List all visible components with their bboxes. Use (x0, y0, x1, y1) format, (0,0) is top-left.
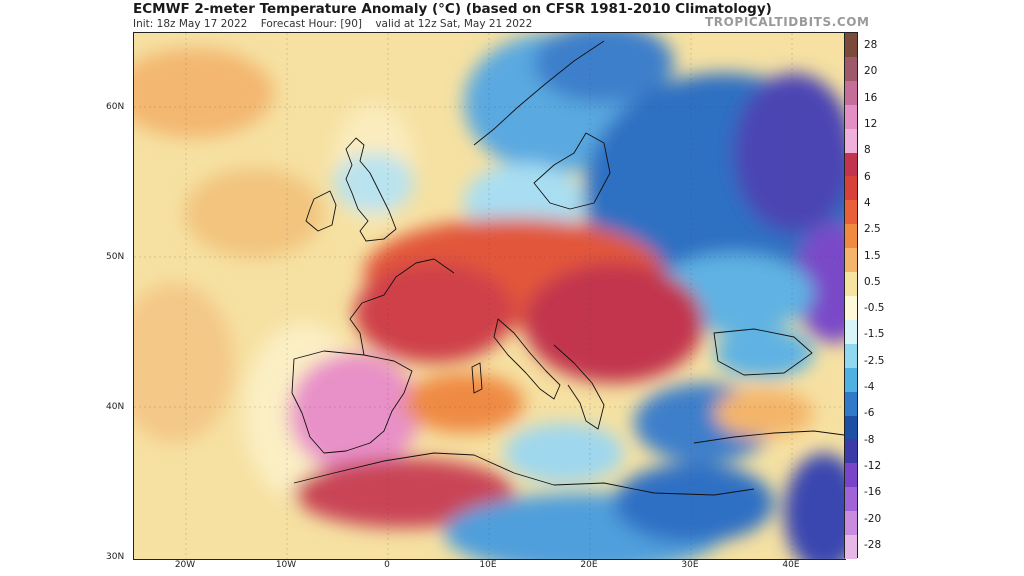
lon-label-10e: 10E (479, 560, 497, 570)
colorbar-label: -16 (864, 486, 882, 499)
colorbar-label: -1.5 (864, 328, 885, 341)
mediterranean-orange-region (404, 373, 524, 433)
lat-label-30n: 30N (106, 552, 125, 562)
lon-label-40e: 40E (782, 560, 800, 570)
colorbar-segment (845, 272, 857, 297)
init-time: Init: 18z May 17 2022 (133, 18, 248, 30)
lat-label-60n: 60N (106, 102, 125, 112)
colorbar-segment (845, 80, 857, 106)
forecast-hour: Forecast Hour: [90] (260, 18, 362, 30)
lon-label-30e: 30E (681, 560, 699, 570)
colorbar-label: 28 (864, 39, 878, 51)
colorbar-label: -0.5 (864, 302, 885, 315)
lon-label-0: 0 (384, 560, 390, 570)
colorbar-label: -12 (864, 460, 882, 473)
map-title: ECMWF 2-meter Temperature Anomaly (°C) (… (133, 1, 772, 17)
title-block: ECMWF 2-meter Temperature Anomaly (°C) (… (133, 1, 772, 31)
colorbar-segment (845, 439, 857, 464)
balkans-hot-region (524, 263, 704, 383)
colorbar-segment (845, 33, 857, 58)
colorbar-segment (845, 367, 857, 393)
graticule (134, 33, 845, 559)
russia-very-cold-region (794, 223, 845, 343)
colorbar-segment (845, 128, 857, 154)
colorbar-label: 4 (864, 196, 871, 209)
turkey-warm-region (714, 388, 814, 438)
russia-very-cold-region (734, 73, 845, 233)
colorbar-label: -8 (864, 433, 875, 446)
colorbar-segment (845, 487, 857, 512)
france-hot-region (354, 263, 514, 363)
colorbar-label: 0.5 (864, 275, 881, 288)
colorbar-segment (845, 224, 857, 249)
iberia-extreme-region (289, 353, 419, 473)
uk-cool-region (334, 153, 414, 213)
black-sea-cool-region (714, 328, 814, 378)
colorbar-label: -4 (864, 381, 875, 394)
lat-label-40n: 40N (106, 402, 125, 412)
colorbar-label: 20 (864, 65, 878, 78)
colorbar-label: 16 (864, 91, 878, 104)
valid-time: valid at 12z Sat, May 21 2022 (375, 18, 533, 30)
colorbar-segment (845, 319, 857, 345)
colorbar-label: 6 (864, 170, 871, 183)
colorbar-label: -2.5 (864, 354, 885, 367)
mediterranean-cool-region (504, 423, 624, 483)
atlantic-orange-patch (184, 168, 324, 258)
colorbar-label: -6 (864, 407, 875, 420)
colorbar-segment (845, 248, 857, 273)
atlantic-orange-patch (134, 48, 274, 138)
colorbar-label: 12 (864, 117, 878, 130)
temperature-colorbar (844, 32, 858, 560)
colorbar-segment (845, 56, 857, 82)
lon-label-10w: 10W (275, 560, 297, 570)
colorbar-segment (845, 343, 857, 369)
colorbar-segment (845, 152, 857, 177)
lat-label-50n: 50N (106, 252, 125, 262)
colorbar-label: 8 (864, 144, 871, 157)
lon-label-20w: 20W (174, 560, 196, 570)
colorbar-segment (845, 463, 857, 488)
lon-label-20e: 20E (580, 560, 598, 570)
north-africa-warm-region (294, 458, 514, 528)
scandinavia-cold-region (534, 33, 674, 103)
coastlines (291, 40, 845, 496)
brand-watermark: TROPICALTIDBITS.COM (705, 15, 870, 29)
colorbar-segment (845, 104, 857, 130)
east-cold-region (784, 453, 845, 559)
libya-cold-region (614, 463, 774, 543)
colorbar-segment (845, 415, 857, 440)
atlantic-orange-patch (134, 283, 234, 443)
colorbar-segment (845, 391, 857, 417)
colorbar-label: -28 (864, 539, 882, 551)
colorbar-segment (845, 511, 857, 536)
colorbar-segment (845, 200, 857, 225)
colorbar-segment (845, 296, 857, 321)
map-subtitle: Init: 18z May 17 2022 Forecast Hour: [90… (133, 17, 772, 31)
anomaly-map (133, 32, 846, 560)
colorbar-label: 1.5 (864, 249, 881, 262)
colorbar-label: 2.5 (864, 223, 881, 236)
colorbar-segment (845, 176, 857, 201)
colorbar-segment (845, 535, 857, 560)
colorbar-label: -20 (864, 512, 882, 525)
